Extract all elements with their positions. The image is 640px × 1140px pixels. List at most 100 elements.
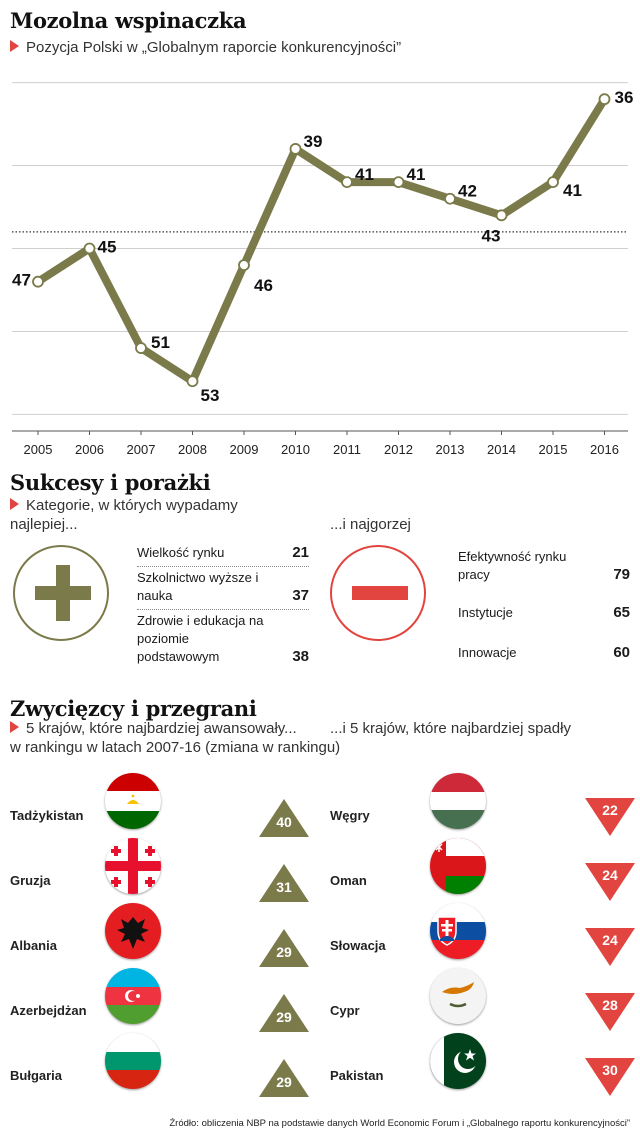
winners-subtitle: 5 krajów, które najbardziej awansowały..… bbox=[10, 719, 340, 757]
data-point bbox=[32, 275, 44, 288]
country-name: Azerbejdżan bbox=[10, 1003, 87, 1018]
rank-down-badge: 24 bbox=[585, 928, 635, 966]
data-point bbox=[495, 209, 508, 222]
category-rank: 21 bbox=[292, 544, 309, 561]
rank-change: 24 bbox=[602, 867, 618, 883]
rank-change: 24 bbox=[602, 932, 618, 948]
rank-up-badge: 29 bbox=[259, 929, 309, 967]
cyprus-flag-icon bbox=[430, 968, 486, 1024]
x-tick-label: 2009 bbox=[230, 442, 259, 457]
section-title-winners-losers: Zwycięzcy i przegrani bbox=[10, 696, 257, 721]
data-label: 36 bbox=[615, 88, 634, 107]
x-tick-label: 2008 bbox=[178, 442, 207, 457]
country-name: Słowacja bbox=[330, 938, 386, 953]
worst-categories-list: Efektywność rynku pracy 79 Instytucje 65 I… bbox=[458, 542, 630, 666]
worst-subtitle: ...i najgorzej bbox=[330, 516, 411, 533]
rank-up-badge: 29 bbox=[259, 1059, 309, 1097]
data-point bbox=[598, 93, 611, 106]
hungary-flag-icon bbox=[430, 773, 486, 829]
category-label: Innowacje bbox=[458, 645, 517, 660]
data-label: 41 bbox=[355, 165, 374, 184]
x-tick-label: 2005 bbox=[24, 442, 53, 457]
x-tick-label: 2011 bbox=[333, 442, 361, 457]
data-label: 39 bbox=[304, 132, 323, 151]
rank-change: 29 bbox=[276, 944, 292, 960]
list-item: Szkolnictwo wyższe i nauka 37 bbox=[137, 567, 309, 610]
rank-up-badge: 31 bbox=[259, 864, 309, 902]
georgia-flag-icon bbox=[105, 838, 161, 894]
data-point bbox=[341, 176, 353, 189]
source-note: Źródło: obliczenia NBP na podstawie dany… bbox=[169, 1118, 630, 1129]
section-title-successes: Sukcesy i porażki bbox=[10, 470, 211, 495]
rank-change: 31 bbox=[276, 879, 292, 895]
data-point bbox=[289, 143, 302, 155]
category-label: Zdrowie i edukacja na poziomie podstawow… bbox=[137, 613, 264, 664]
rank-change: 29 bbox=[276, 1009, 292, 1025]
winners-subtitle-text: 5 krajów, które najbardziej awansowały..… bbox=[26, 720, 297, 737]
country-name: Węgry bbox=[330, 808, 370, 823]
x-tick-label: 2010 bbox=[281, 442, 310, 457]
rank-up-badge: 29 bbox=[259, 994, 309, 1032]
list-item: Innowacje 60 bbox=[458, 626, 630, 666]
data-label: 41 bbox=[407, 165, 426, 184]
tajikistan-flag-icon bbox=[105, 773, 161, 829]
rank-up-badge: 40 bbox=[259, 799, 309, 837]
country-name: Oman bbox=[330, 873, 367, 888]
x-tick-label: 2013 bbox=[436, 442, 465, 457]
best-subtitle-line1: Kategorie, w których wypadamy bbox=[26, 497, 238, 514]
albania-flag-icon bbox=[105, 903, 161, 959]
category-rank: 79 bbox=[613, 566, 630, 583]
data-label: 47 bbox=[12, 271, 31, 290]
data-label: 46 bbox=[254, 276, 273, 295]
triangle-marker-icon bbox=[10, 721, 19, 733]
series-line bbox=[34, 95, 609, 386]
chart-subtitle: Pozycja Polski w „Globalnym raporcie kon… bbox=[10, 38, 401, 57]
data-label: 41 bbox=[563, 181, 582, 200]
x-tick-label: 2006 bbox=[75, 442, 104, 457]
rank-change: 28 bbox=[602, 997, 618, 1013]
country-name: Bułgaria bbox=[10, 1068, 63, 1083]
x-tick-label: 2016 bbox=[590, 442, 619, 457]
category-rank: 38 bbox=[292, 648, 309, 665]
data-label: 42 bbox=[458, 182, 477, 201]
country-name: Gruzja bbox=[10, 873, 51, 888]
x-tick-label: 2012 bbox=[384, 442, 413, 457]
data-label: 43 bbox=[482, 226, 501, 245]
data-point bbox=[547, 176, 559, 189]
best-subtitle-line2: najlepiej... bbox=[10, 516, 78, 533]
data-label: 53 bbox=[201, 386, 220, 405]
best-subtitle: Kategorie, w których wypadamy najlepiej..… bbox=[10, 496, 238, 534]
list-item: Wielkość rynku 21 bbox=[137, 542, 309, 567]
bulgaria-flag-icon bbox=[105, 1033, 161, 1089]
rank-down-badge: 28 bbox=[585, 993, 635, 1031]
rank-change: 40 bbox=[276, 814, 292, 830]
rank-down-badge: 24 bbox=[585, 863, 635, 901]
data-point bbox=[83, 242, 96, 255]
rank-line-chart: 47 45 51 53 46 39 41 41 42 43 41 36 2005 2006 2007 2008… bbox=[12, 82, 634, 457]
list-item: Efektywność rynku pracy 79 bbox=[458, 542, 630, 588]
data-point bbox=[135, 342, 147, 354]
minus-icon bbox=[330, 545, 426, 641]
category-label: Efektywność rynku pracy bbox=[458, 549, 567, 582]
data-point bbox=[186, 375, 199, 388]
country-name: Cypr bbox=[330, 1003, 360, 1018]
slovakia-flag-icon bbox=[430, 903, 486, 959]
rank-down-badge: 22 bbox=[585, 798, 635, 836]
category-rank: 65 bbox=[613, 604, 630, 621]
country-name: Albania bbox=[10, 938, 57, 953]
country-name: Tadżykistan bbox=[10, 808, 84, 823]
winners-subtitle-line2: w rankingu w latach 2007-16 (zmiana w ra… bbox=[10, 739, 341, 756]
category-label: Instytucje bbox=[458, 605, 513, 620]
triangle-marker-icon bbox=[10, 498, 19, 510]
pakistan-flag-icon bbox=[430, 1033, 486, 1089]
chart-subtitle-text: Pozycja Polski w „Globalnym raporcie kon… bbox=[26, 39, 402, 56]
data-label: 45 bbox=[98, 238, 117, 257]
rank-change: 30 bbox=[602, 1062, 618, 1078]
data-point bbox=[392, 176, 405, 189]
triangle-marker-icon bbox=[10, 40, 19, 52]
azerbaijan-flag-icon bbox=[105, 968, 161, 1024]
data-point bbox=[444, 192, 456, 205]
data-point bbox=[238, 259, 250, 271]
data-label: 51 bbox=[151, 333, 170, 352]
oman-flag-icon bbox=[430, 838, 486, 894]
